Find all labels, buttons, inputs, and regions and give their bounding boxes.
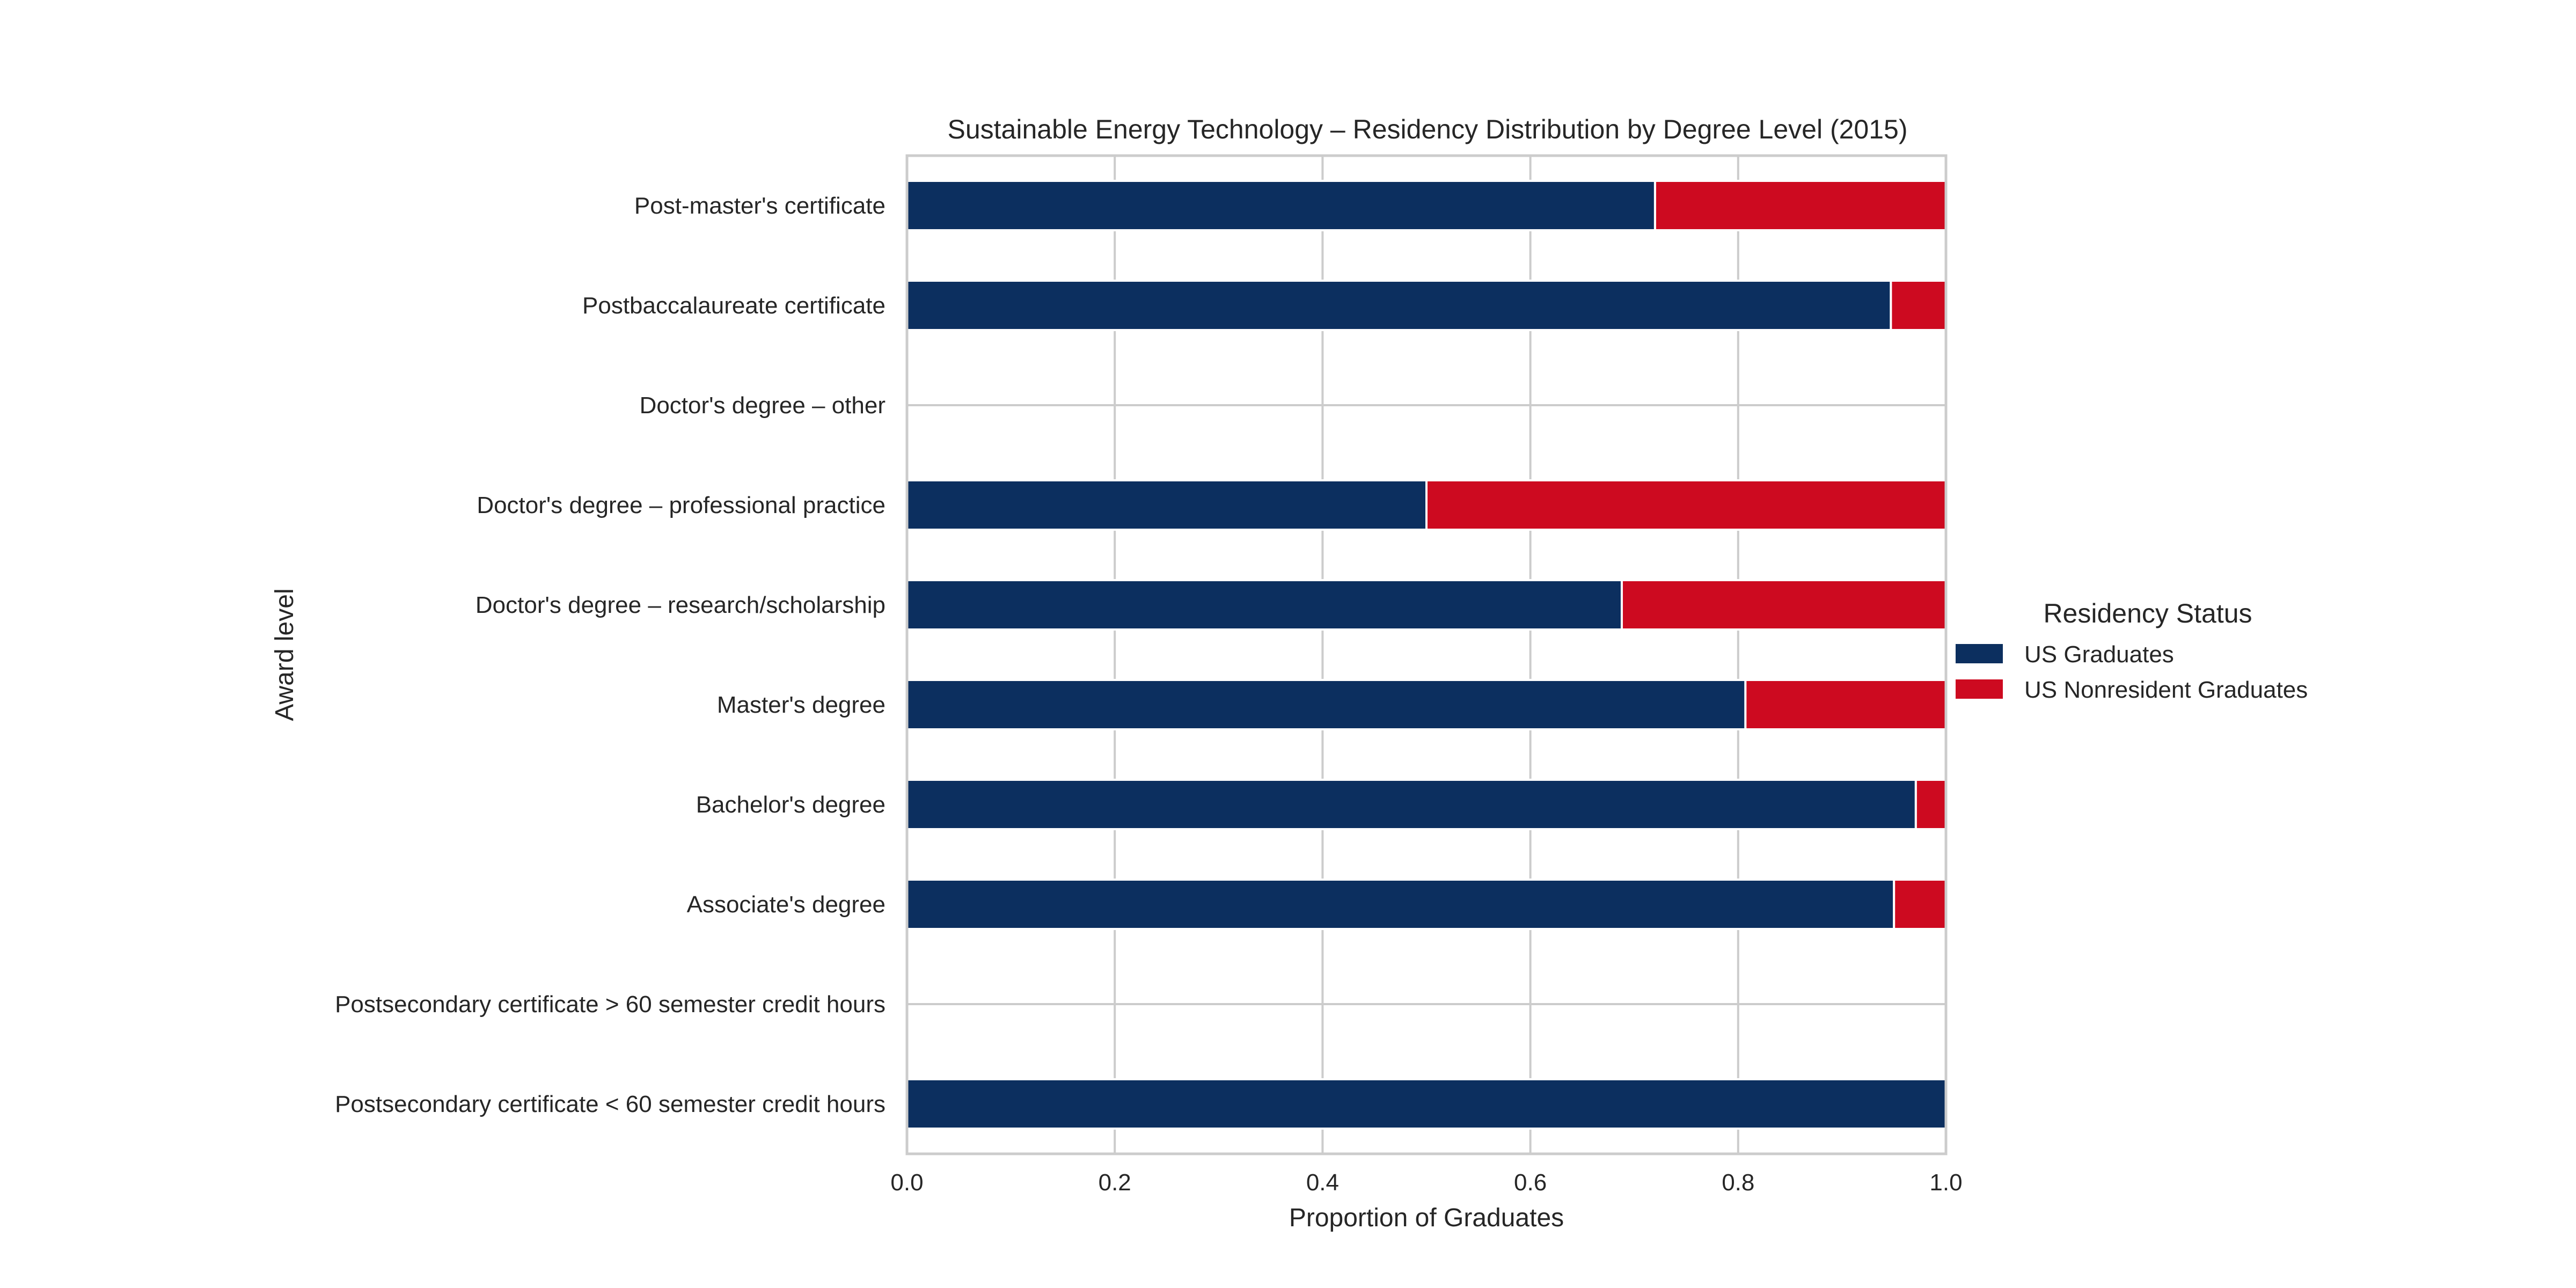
legend-label: US Nonresident Graduates xyxy=(2024,677,2308,703)
bar-segment xyxy=(906,280,1892,331)
x-tick-label: 0.6 xyxy=(1514,1169,1547,1196)
y-tick-label: Associate's degree xyxy=(687,891,885,918)
y-tick-label: Doctor's degree – research/scholarship xyxy=(475,592,885,618)
bar-segment xyxy=(1425,479,1947,531)
y-tick-labels: Post-master's certificate Postbaccalaurea… xyxy=(335,193,885,1117)
bar-segment xyxy=(1653,180,1947,231)
bar-segment xyxy=(1914,779,1947,830)
x-tick-label: 0.8 xyxy=(1722,1169,1754,1196)
y-tick-label: Doctor's degree – other xyxy=(640,392,885,419)
y-tick-label: Postsecondary certificate > 60 semester … xyxy=(335,991,885,1018)
bar-segment xyxy=(906,679,1747,730)
bar-segment xyxy=(906,1078,1947,1130)
x-tick-label: 0.4 xyxy=(1306,1169,1339,1196)
y-tick-label: Postbaccalaureate certificate xyxy=(582,292,885,319)
bar-segment xyxy=(1744,679,1948,730)
bar-segment xyxy=(1893,879,1947,930)
y-tick-label: Postsecondary certificate < 60 semester … xyxy=(335,1091,885,1117)
bar-segment xyxy=(906,879,1896,930)
x-axis-label: Proportion of Graduates xyxy=(1289,1204,1564,1232)
plot-frame xyxy=(905,154,1948,1155)
legend-label: US Graduates xyxy=(2024,641,2174,668)
bar-segment xyxy=(1620,579,1947,631)
y-tick-label: Post-master's certificate xyxy=(634,193,885,219)
y-tick-label: Bachelor's degree xyxy=(696,792,885,818)
bars xyxy=(906,180,1948,1130)
x-tick-labels: 0.0 0.2 0.4 0.6 0.8 1.0 xyxy=(890,1169,1962,1196)
legend-items: US Graduates US Nonresident Graduates xyxy=(1956,641,2308,703)
bar-segment xyxy=(1890,280,1948,331)
x-tick-label: 0.0 xyxy=(890,1169,923,1196)
legend-swatch xyxy=(1956,644,2003,663)
x-tick-label: 1.0 xyxy=(1929,1169,1962,1196)
y-axis-label: Award level xyxy=(270,588,299,721)
x-tick-label: 0.2 xyxy=(1099,1169,1131,1196)
bar-segment xyxy=(906,579,1623,631)
legend-title: Residency Status xyxy=(2043,598,2252,628)
y-tick-label: Master's degree xyxy=(717,692,885,718)
y-tick-label: Doctor's degree – professional practice xyxy=(477,492,885,518)
bar-segment xyxy=(906,779,1917,830)
chart-title: Sustainable Energy Technology – Residenc… xyxy=(947,114,1907,144)
bar-segment xyxy=(906,180,1656,231)
legend-swatch xyxy=(1956,679,2003,699)
legend: Residency Status US Graduates US Nonresid… xyxy=(1956,598,2308,703)
bar-segment xyxy=(906,479,1428,531)
